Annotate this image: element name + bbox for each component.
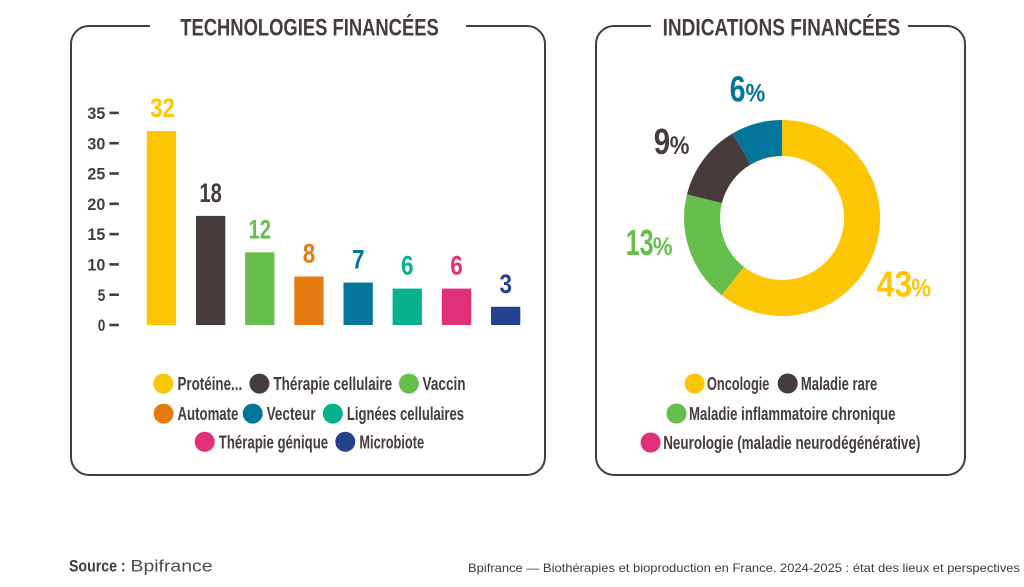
svg-text:Microbiote: Microbiote	[359, 432, 424, 452]
svg-text:Thérapie génique: Thérapie génique	[219, 432, 328, 452]
svg-text:6: 6	[450, 251, 463, 281]
svg-text:18: 18	[199, 178, 222, 208]
svg-text:Maladie inflammatoire chroniqu: Maladie inflammatoire chronique	[689, 404, 896, 424]
svg-text:30: 30	[87, 134, 105, 153]
svg-text:20: 20	[87, 195, 105, 214]
svg-text:7: 7	[352, 245, 365, 275]
svg-text:Oncologie: Oncologie	[707, 374, 769, 394]
svg-text:Bpifrance — Biothérapies et bi: Bpifrance — Biothérapies et bioproductio…	[468, 561, 1020, 575]
svg-text:6: 6	[401, 251, 414, 281]
svg-text:6: 6	[730, 69, 746, 110]
svg-text:Source :: Source :	[69, 557, 126, 576]
svg-text:Automate: Automate	[178, 404, 239, 424]
svg-text:Vecteur: Vecteur	[267, 404, 316, 424]
svg-text:%: %	[653, 233, 673, 261]
svg-text:13: 13	[626, 222, 654, 263]
svg-text:0: 0	[98, 316, 106, 335]
svg-text:Maladie rare: Maladie rare	[801, 374, 877, 394]
svg-text:10: 10	[87, 256, 105, 275]
svg-text:32: 32	[150, 93, 175, 123]
svg-text:Lignées cellulaires: Lignées cellulaires	[347, 404, 464, 424]
svg-text:%: %	[911, 275, 931, 303]
svg-text:35: 35	[87, 104, 105, 123]
svg-text:25: 25	[87, 165, 105, 184]
svg-text:%: %	[670, 132, 690, 160]
svg-text:15: 15	[87, 225, 105, 244]
svg-text:Vaccin: Vaccin	[423, 374, 466, 394]
svg-text:INDICATIONS FINANCÉES: INDICATIONS FINANCÉES	[663, 14, 901, 42]
svg-text:5: 5	[98, 286, 106, 305]
svg-text:Protéine...: Protéine...	[178, 374, 243, 394]
svg-text:TECHNOLOGIES FINANCÉES: TECHNOLOGIES FINANCÉES	[180, 14, 439, 42]
svg-text:%: %	[746, 80, 766, 108]
svg-text:43: 43	[877, 264, 913, 305]
svg-text:Bpifrance: Bpifrance	[131, 557, 213, 576]
svg-text:12: 12	[249, 214, 272, 244]
svg-text:Thérapie cellulaire: Thérapie cellulaire	[273, 374, 392, 394]
svg-text:8: 8	[303, 239, 316, 269]
svg-text:3: 3	[499, 269, 512, 299]
svg-text:9: 9	[654, 121, 670, 162]
svg-text:Neurologie (maladie neurodégén: Neurologie (maladie neurodégénérative)	[663, 433, 920, 453]
